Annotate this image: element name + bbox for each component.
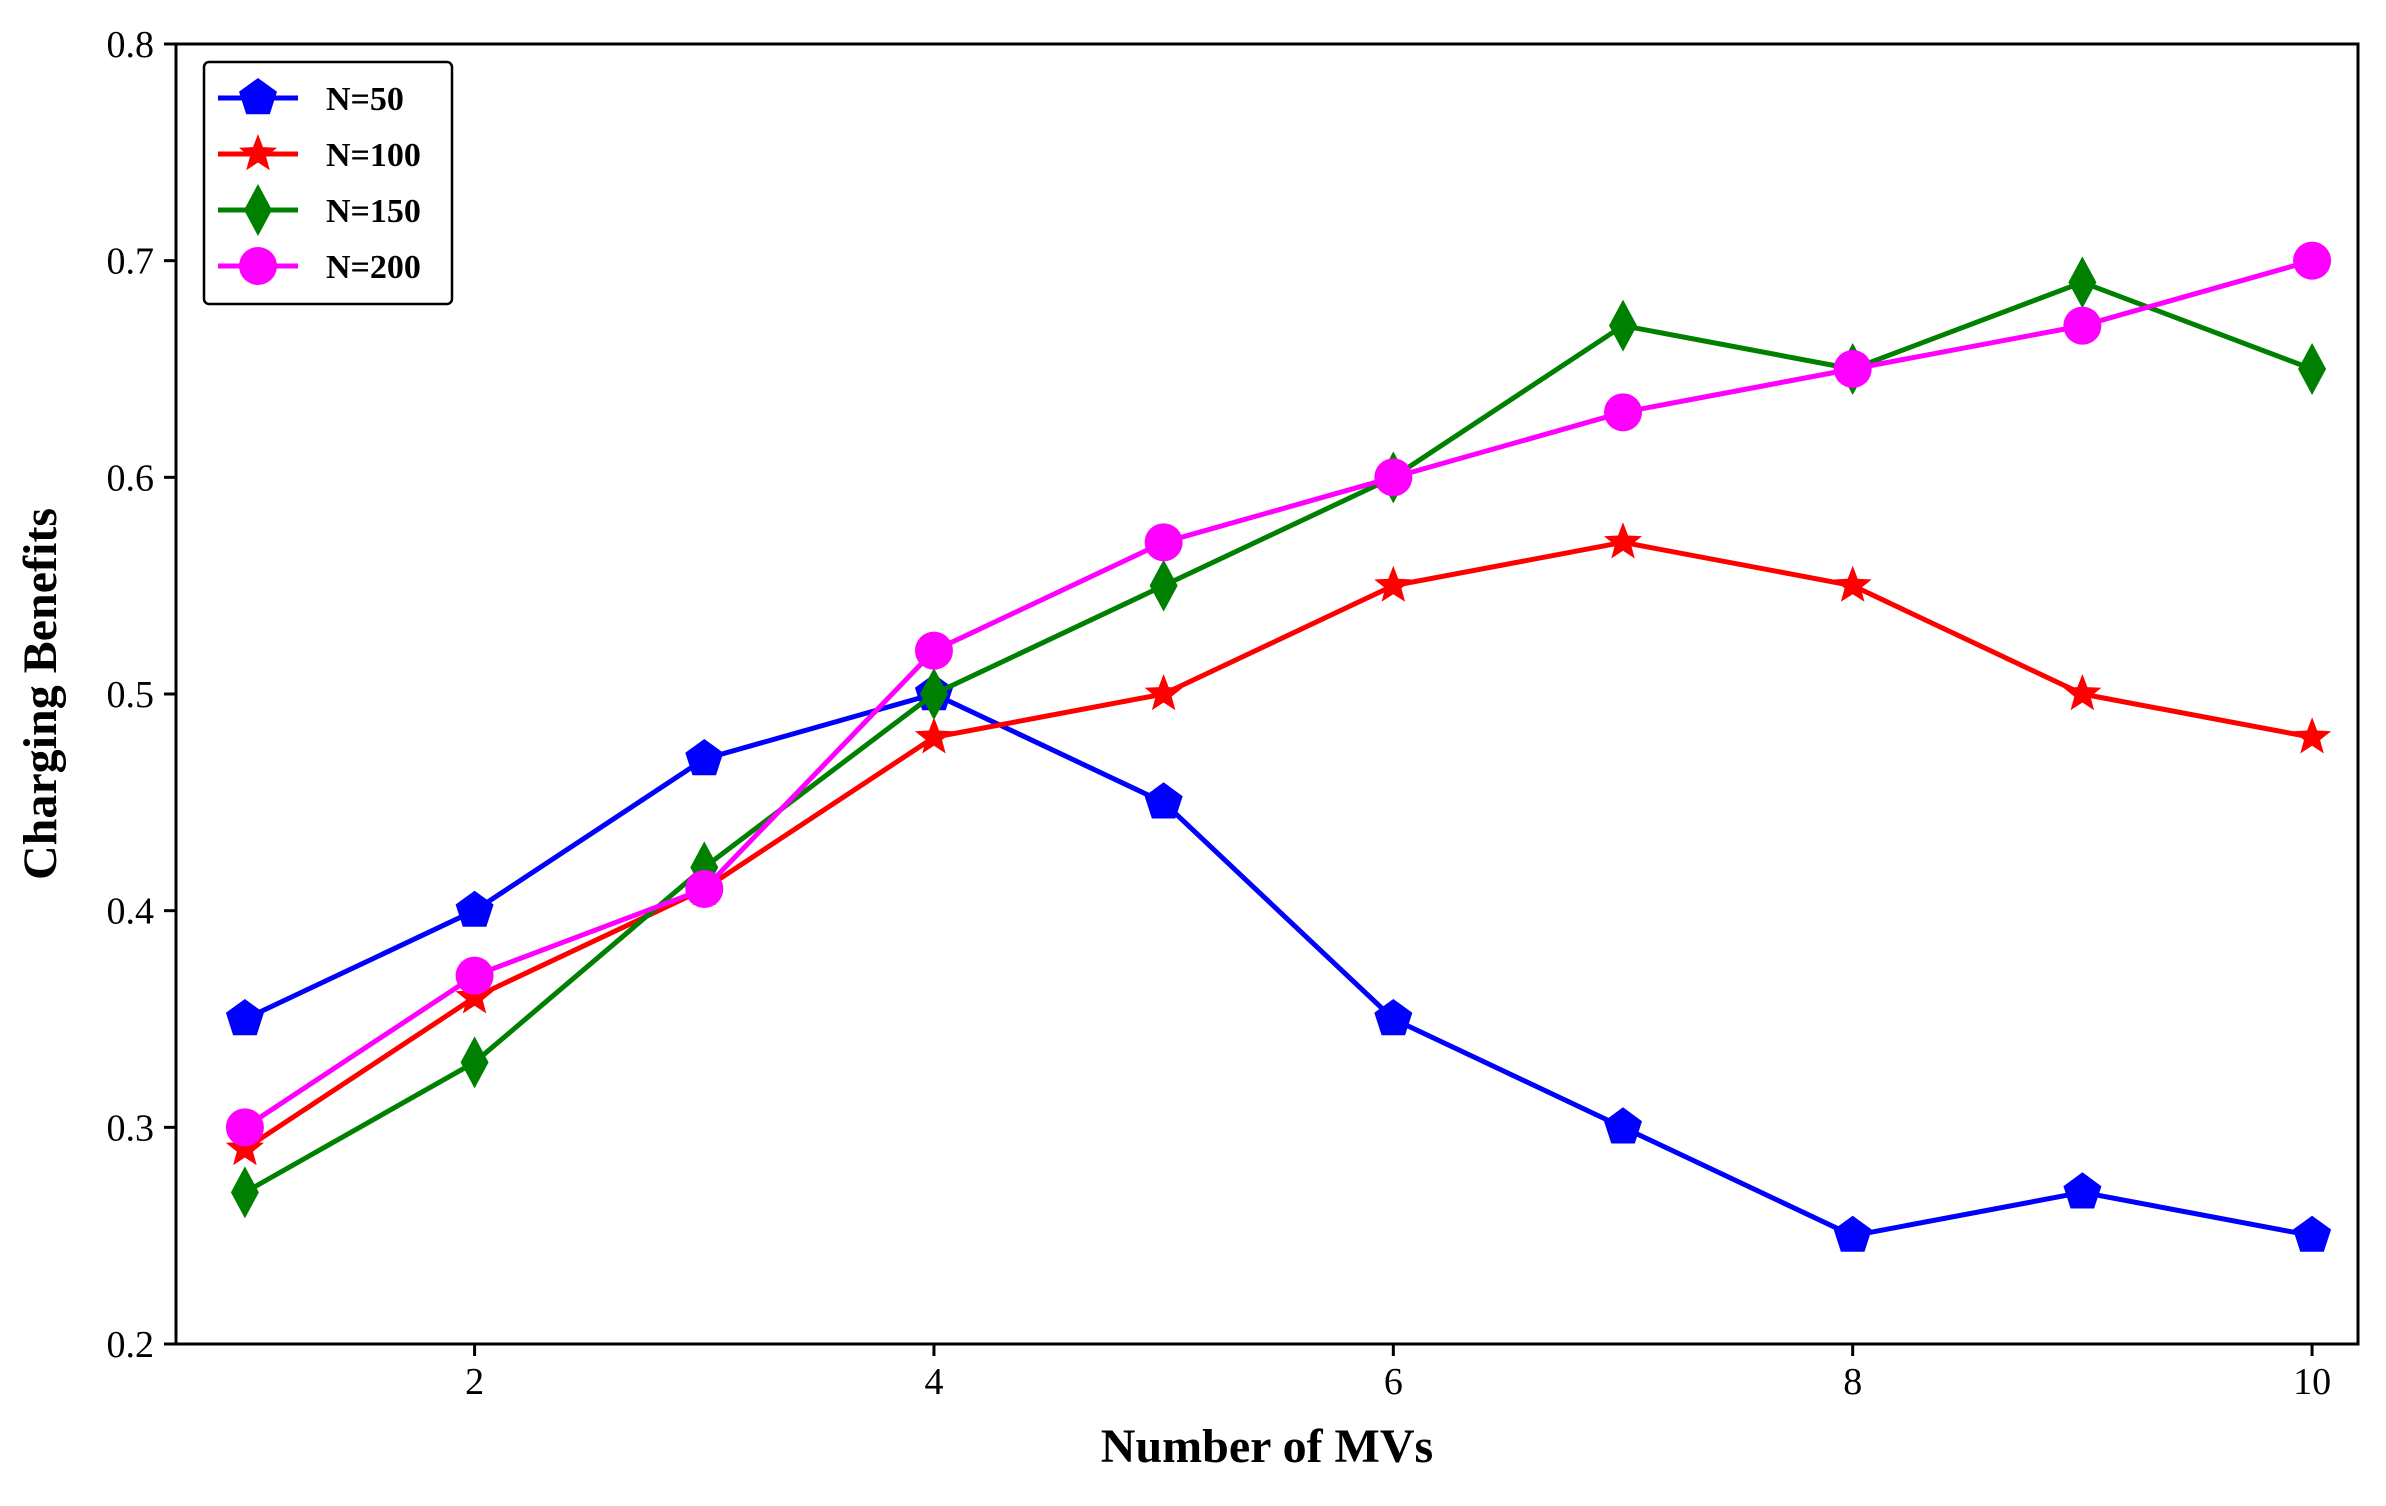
data-point-n-150 bbox=[1149, 559, 1178, 612]
data-point-n-150 bbox=[2298, 343, 2327, 395]
x-tick-label: 2 bbox=[465, 1361, 484, 1403]
data-point-n-200 bbox=[1374, 458, 1413, 497]
data-point-n-200 bbox=[455, 956, 494, 995]
data-point-n-50 bbox=[2293, 1215, 2332, 1252]
data-point-n-50 bbox=[1833, 1215, 1872, 1252]
legend-box bbox=[202, 60, 454, 306]
data-point-n-100 bbox=[1604, 522, 1642, 559]
data-point-n-150 bbox=[1609, 299, 1638, 352]
y-tick-label: 0.8 bbox=[107, 24, 155, 66]
data-point-n-200 bbox=[2063, 306, 2102, 345]
data-point-n-200 bbox=[1144, 523, 1183, 562]
legend: N=50 N=100 N=150 N=200 bbox=[202, 60, 454, 306]
plot-border bbox=[174, 42, 2360, 1346]
series-layer bbox=[225, 241, 2332, 1252]
data-point-n-150 bbox=[230, 1166, 259, 1219]
data-point-n-100 bbox=[2293, 717, 2332, 754]
legend-label: N=200 bbox=[326, 249, 421, 286]
series-n-150 bbox=[230, 256, 2327, 1219]
legend-entry-n-150: N=150 bbox=[218, 184, 421, 236]
plot-area bbox=[174, 42, 2360, 1346]
y-tick-label: 0.4 bbox=[107, 891, 155, 933]
series-n-200 bbox=[225, 241, 2332, 1147]
data-point-n-100 bbox=[225, 1129, 264, 1166]
series-line-n-50 bbox=[243, 691, 2313, 1239]
legend-entry-n-50: N=50 bbox=[218, 78, 404, 118]
x-axis-title: Number of MVs bbox=[1101, 1420, 1433, 1473]
x-tick-label: 8 bbox=[1843, 1361, 1862, 1403]
legend-marker bbox=[239, 78, 277, 115]
data-point-n-50 bbox=[685, 739, 724, 776]
data-point-n-200 bbox=[685, 870, 724, 908]
series-line-n-150 bbox=[243, 279, 2313, 1195]
legend-entry-n-100: N=100 bbox=[218, 134, 421, 174]
x-tick-label: 4 bbox=[924, 1361, 943, 1403]
data-point-n-100 bbox=[1144, 674, 1183, 711]
data-point-n-150 bbox=[460, 1036, 489, 1089]
data-point-n-150 bbox=[2068, 256, 2097, 309]
y-tick-label: 0.5 bbox=[107, 674, 155, 716]
data-point-n-200 bbox=[1604, 393, 1643, 432]
data-point-n-100 bbox=[1374, 565, 1413, 602]
x-tick-label: 10 bbox=[2293, 1361, 2331, 1403]
series-n-100 bbox=[225, 522, 2332, 1166]
data-point-n-50 bbox=[1144, 782, 1183, 819]
data-point-n-50 bbox=[1374, 999, 1413, 1036]
data-point-n-100 bbox=[455, 977, 494, 1014]
data-point-n-100 bbox=[914, 717, 953, 754]
y-tick-label: 0.6 bbox=[107, 457, 155, 499]
data-point-n-100 bbox=[1833, 565, 1872, 602]
data-point-n-200 bbox=[1833, 350, 1872, 388]
data-point-n-200 bbox=[914, 631, 953, 670]
legend-marker bbox=[244, 184, 272, 236]
series-line-n-100 bbox=[243, 539, 2313, 1152]
y-tick-label: 0.3 bbox=[107, 1107, 155, 1149]
data-point-n-200 bbox=[2293, 241, 2332, 280]
data-point-n-50 bbox=[225, 999, 264, 1036]
series-n-50 bbox=[225, 674, 2332, 1252]
y-tick-label: 0.7 bbox=[107, 241, 155, 283]
axes-layer: 2 4 6 8 10 0.2 0.3 0.4 0.5 0.6 0.7 0.8 bbox=[107, 24, 2332, 1403]
legend-label: N=100 bbox=[326, 137, 421, 174]
x-tick-label: 6 bbox=[1384, 1361, 1403, 1403]
legend-label: N=150 bbox=[326, 193, 421, 230]
data-point-n-100 bbox=[2063, 674, 2102, 711]
y-tick-label: 0.2 bbox=[107, 1324, 155, 1366]
data-point-n-50 bbox=[455, 890, 494, 927]
legend-marker bbox=[239, 134, 277, 171]
y-axis-title: Charging Benefits bbox=[14, 508, 67, 880]
legend-label: N=50 bbox=[326, 81, 404, 118]
data-point-n-50 bbox=[1604, 1107, 1642, 1144]
data-point-n-200 bbox=[225, 1108, 264, 1147]
data-point-n-50 bbox=[2063, 1172, 2102, 1209]
series-line-n-200 bbox=[243, 258, 2313, 1130]
data-point-n-150 bbox=[919, 668, 948, 720]
legend-entry-n-200: N=200 bbox=[218, 247, 421, 286]
legend-marker bbox=[239, 247, 277, 285]
